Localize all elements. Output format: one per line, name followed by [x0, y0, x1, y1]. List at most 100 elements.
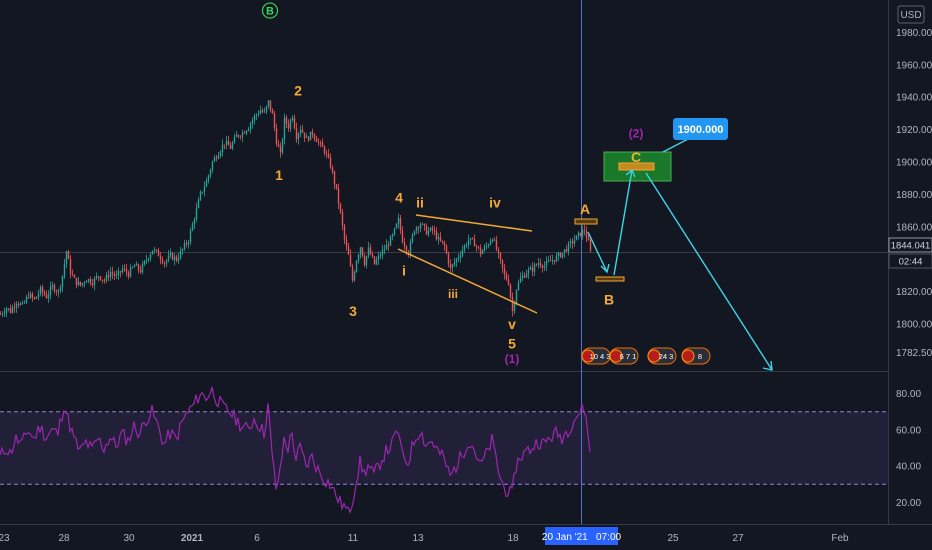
- candle-body: [357, 254, 360, 261]
- candle-body: [541, 265, 544, 268]
- candle-body: [381, 250, 384, 256]
- rsi-tick-label: 40.00: [896, 462, 921, 473]
- rsi-band: [0, 411, 888, 485]
- candle-body: [453, 262, 456, 265]
- candle-body: [99, 276, 102, 280]
- candle-body: [247, 128, 250, 131]
- candle-body: [439, 236, 442, 241]
- candle-body: [347, 246, 350, 255]
- candle-body: [471, 238, 474, 239]
- candle-body: [309, 131, 312, 141]
- candle-body: [431, 227, 434, 230]
- candle-body: [553, 260, 556, 262]
- candle-body: [485, 245, 488, 247]
- wave-label: 2: [294, 83, 302, 99]
- candle-body: [335, 184, 338, 189]
- event-icon[interactable]: 6 7 1: [609, 347, 639, 365]
- projection-leg-b-c[interactable]: [613, 169, 633, 276]
- candle-body: [289, 120, 292, 129]
- candle-body: [469, 238, 472, 240]
- candle-body: [143, 260, 146, 265]
- rsi-axis[interactable]: 20.00 40.00 60.00 80.00: [896, 389, 921, 509]
- candle-body: [325, 153, 328, 154]
- candle-body: [163, 262, 166, 264]
- candle-body: [321, 142, 324, 147]
- candle-body: [323, 146, 326, 154]
- price-tick-label: 1920.000: [896, 125, 932, 136]
- candle-body: [237, 134, 240, 137]
- wave-label: C: [631, 149, 641, 165]
- price-tick-label: 1820.000: [896, 287, 932, 298]
- event-count: 24 3: [659, 352, 674, 361]
- candle-body: [523, 275, 526, 278]
- wedge-upper-trendline[interactable]: [415, 214, 533, 232]
- candle-body: [83, 282, 86, 284]
- candle-body: [563, 249, 566, 253]
- candle-body: [205, 180, 208, 187]
- candle-body: [295, 128, 298, 140]
- candle-body: [497, 249, 500, 253]
- candle-body: [451, 264, 454, 268]
- level-b-marker[interactable]: [595, 276, 625, 282]
- candle-body: [15, 303, 18, 308]
- event-icon[interactable]: 8: [681, 347, 711, 365]
- price-callout[interactable]: 1900.000: [673, 118, 728, 140]
- economic-events[interactable]: 10 4 3 6 7 1 24 3 8: [581, 347, 711, 365]
- candle-body: [577, 232, 580, 236]
- candle-body: [71, 274, 74, 276]
- candle-body: [385, 244, 388, 250]
- candle-body: [571, 241, 574, 244]
- candle-body: [245, 130, 248, 134]
- candle-body: [233, 136, 236, 143]
- candle-body: [501, 259, 504, 268]
- price-tick-label: 1860.000: [896, 222, 932, 233]
- candle-body: [225, 140, 228, 145]
- candle-body: [547, 260, 550, 262]
- candle-body: [515, 289, 518, 303]
- candle-body: [47, 294, 50, 299]
- candle-body: [25, 296, 28, 303]
- candle-body: [197, 199, 200, 208]
- target-level-c[interactable]: [618, 162, 655, 171]
- wave-label: v: [508, 316, 516, 332]
- candle-body: [519, 277, 522, 283]
- level-a-marker[interactable]: [574, 218, 598, 225]
- candle-body: [19, 303, 22, 305]
- candle-body: [57, 290, 60, 292]
- candle-body: [427, 230, 430, 235]
- time-axis[interactable]: 23 28 30 2021 6 11 13 18 25 27 Feb: [0, 533, 849, 544]
- event-icon[interactable]: 10 4 3: [581, 347, 611, 365]
- candle-body: [423, 223, 426, 226]
- candle-body: [49, 286, 52, 295]
- candle-body: [169, 253, 172, 256]
- candle-body: [141, 264, 144, 273]
- wedge-lower-trendline[interactable]: [397, 248, 538, 314]
- candle-body: [21, 303, 24, 304]
- projection-path[interactable]: [587, 136, 773, 371]
- candle-body: [31, 293, 34, 298]
- candle-body: [511, 297, 514, 311]
- candle-body: [187, 242, 190, 245]
- candle-body: [7, 308, 10, 310]
- candle-body: [119, 271, 122, 273]
- projection-leg-a-b[interactable]: [587, 231, 608, 273]
- candle-body: [397, 218, 400, 224]
- candle-body: [265, 106, 268, 112]
- currency-badge[interactable]: USD: [897, 5, 925, 24]
- candle-body: [195, 207, 198, 220]
- event-icon[interactable]: 24 3: [647, 347, 677, 365]
- candle-body: [337, 188, 340, 204]
- rsi-tick-label: 60.00: [896, 425, 921, 436]
- wave-label: (1): [505, 352, 520, 366]
- candle-body: [383, 249, 386, 251]
- price-tick-label: 1782.500: [896, 348, 932, 359]
- candle-body: [487, 244, 490, 246]
- projection-leg-c-down[interactable]: [645, 172, 773, 371]
- event-count: 8: [698, 352, 702, 361]
- candle-body: [261, 110, 264, 112]
- wave-label: B: [604, 292, 614, 308]
- candle-body: [97, 276, 100, 277]
- candle-body: [509, 284, 512, 298]
- candle-body: [153, 249, 156, 251]
